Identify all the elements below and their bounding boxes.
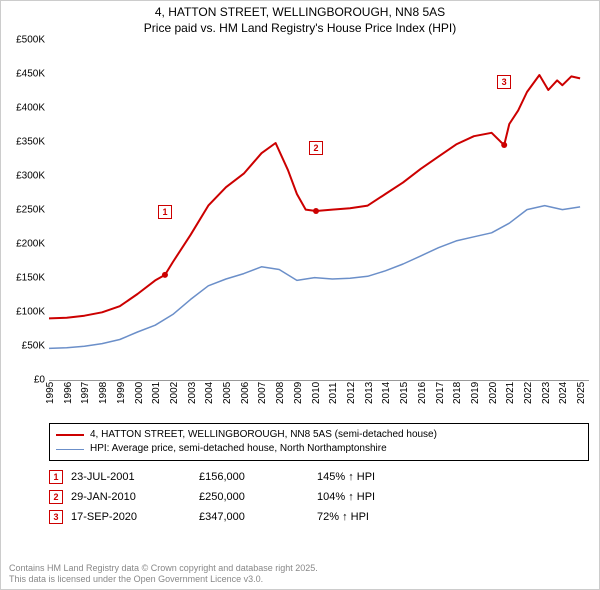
y-axis-tick: £350K bbox=[16, 137, 49, 148]
x-axis-tick: 1998 bbox=[98, 382, 109, 404]
y-axis-tick: £200K bbox=[16, 239, 49, 250]
y-axis-tick: £100K bbox=[16, 307, 49, 318]
sale-row-marker: 3 bbox=[49, 510, 63, 524]
x-axis-tick: 2013 bbox=[364, 382, 375, 404]
sale-point-2 bbox=[313, 208, 319, 214]
x-axis-tick: 2023 bbox=[541, 382, 552, 404]
chart-container: 4, HATTON STREET, WELLINGBOROUGH, NN8 5A… bbox=[0, 0, 600, 590]
sale-hpi: 145% ↑ HPI bbox=[317, 471, 437, 483]
x-axis-tick: 2020 bbox=[488, 382, 499, 404]
x-axis-tick: 2011 bbox=[328, 382, 339, 404]
x-axis-tick: 2003 bbox=[187, 382, 198, 404]
sale-point-1 bbox=[162, 272, 168, 278]
sale-marker-3: 3 bbox=[497, 75, 511, 89]
title-line-2: Price paid vs. HM Land Registry's House … bbox=[9, 21, 591, 37]
legend-label: HPI: Average price, semi-detached house,… bbox=[90, 442, 387, 456]
sale-date: 23-JUL-2001 bbox=[71, 471, 191, 483]
legend: 4, HATTON STREET, WELLINGBOROUGH, NN8 5A… bbox=[49, 423, 589, 461]
x-axis-tick: 2005 bbox=[222, 382, 233, 404]
sale-row-marker: 2 bbox=[49, 490, 63, 504]
sale-point-3 bbox=[501, 142, 507, 148]
legend-label: 4, HATTON STREET, WELLINGBOROUGH, NN8 5A… bbox=[90, 428, 437, 442]
sale-price: £347,000 bbox=[199, 511, 309, 523]
sale-marker-2: 2 bbox=[309, 141, 323, 155]
x-axis-tick: 2007 bbox=[257, 382, 268, 404]
x-axis-tick: 2018 bbox=[452, 382, 463, 404]
sale-row: 1 23-JUL-2001 £156,000 145% ↑ HPI bbox=[49, 467, 589, 487]
x-axis-tick: 2012 bbox=[346, 382, 357, 404]
x-axis-tick: 1997 bbox=[80, 382, 91, 404]
legend-swatch bbox=[56, 449, 84, 450]
series-hpi bbox=[49, 206, 580, 349]
x-axis-tick: 2021 bbox=[505, 382, 516, 404]
plot-area: £0£50K£100K£150K£200K£250K£300K£350K£400… bbox=[49, 41, 589, 381]
sale-marker-1: 1 bbox=[158, 205, 172, 219]
x-axis-tick: 1995 bbox=[45, 382, 56, 404]
chart-title: 4, HATTON STREET, WELLINGBOROUGH, NN8 5A… bbox=[1, 1, 599, 38]
x-axis-tick: 2010 bbox=[311, 382, 322, 404]
y-axis-tick: £250K bbox=[16, 205, 49, 216]
sale-row-marker: 1 bbox=[49, 470, 63, 484]
sale-row: 2 29-JAN-2010 £250,000 104% ↑ HPI bbox=[49, 487, 589, 507]
x-axis-tick: 2016 bbox=[417, 382, 428, 404]
x-axis-tick: 2008 bbox=[275, 382, 286, 404]
y-axis-tick: £300K bbox=[16, 171, 49, 182]
x-axis-tick: 2000 bbox=[134, 382, 145, 404]
y-axis-tick: £400K bbox=[16, 103, 49, 114]
x-axis-tick: 2017 bbox=[435, 382, 446, 404]
sales-table: 1 23-JUL-2001 £156,000 145% ↑ HPI 2 29-JAN-20… bbox=[49, 467, 589, 527]
x-axis-tick: 2004 bbox=[204, 382, 215, 404]
sale-hpi: 104% ↑ HPI bbox=[317, 491, 437, 503]
sale-price: £156,000 bbox=[199, 471, 309, 483]
x-axis-tick: 2019 bbox=[470, 382, 481, 404]
title-line-1: 4, HATTON STREET, WELLINGBOROUGH, NN8 5A… bbox=[9, 5, 591, 21]
attribution: Contains HM Land Registry data © Crown c… bbox=[9, 563, 318, 586]
x-axis-tick: 2022 bbox=[523, 382, 534, 404]
sale-price: £250,000 bbox=[199, 491, 309, 503]
series-property bbox=[49, 75, 580, 318]
sale-hpi: 72% ↑ HPI bbox=[317, 511, 437, 523]
x-axis-tick: 2006 bbox=[240, 382, 251, 404]
x-axis-tick: 2002 bbox=[169, 382, 180, 404]
x-axis-tick: 1996 bbox=[63, 382, 74, 404]
sale-row: 3 17-SEP-2020 £347,000 72% ↑ HPI bbox=[49, 507, 589, 527]
x-axis-tick: 2009 bbox=[293, 382, 304, 404]
attribution-line-2: This data is licensed under the Open Gov… bbox=[9, 574, 318, 585]
x-axis-tick: 2014 bbox=[381, 382, 392, 404]
y-axis-tick: £450K bbox=[16, 69, 49, 80]
x-axis-tick: 2015 bbox=[399, 382, 410, 404]
sale-date: 29-JAN-2010 bbox=[71, 491, 191, 503]
y-axis-tick: £50K bbox=[22, 341, 49, 352]
x-axis-tick: 1999 bbox=[116, 382, 127, 404]
y-axis-tick: £500K bbox=[16, 35, 49, 46]
legend-swatch bbox=[56, 434, 84, 436]
x-axis-tick: 2024 bbox=[558, 382, 569, 404]
legend-item: HPI: Average price, semi-detached house,… bbox=[56, 442, 582, 456]
line-chart-svg bbox=[49, 41, 589, 381]
sale-date: 17-SEP-2020 bbox=[71, 511, 191, 523]
x-axis-tick: 2001 bbox=[151, 382, 162, 404]
x-axis-tick: 2025 bbox=[576, 382, 587, 404]
attribution-line-1: Contains HM Land Registry data © Crown c… bbox=[9, 563, 318, 574]
legend-item: 4, HATTON STREET, WELLINGBOROUGH, NN8 5A… bbox=[56, 428, 582, 442]
y-axis-tick: £150K bbox=[16, 273, 49, 284]
